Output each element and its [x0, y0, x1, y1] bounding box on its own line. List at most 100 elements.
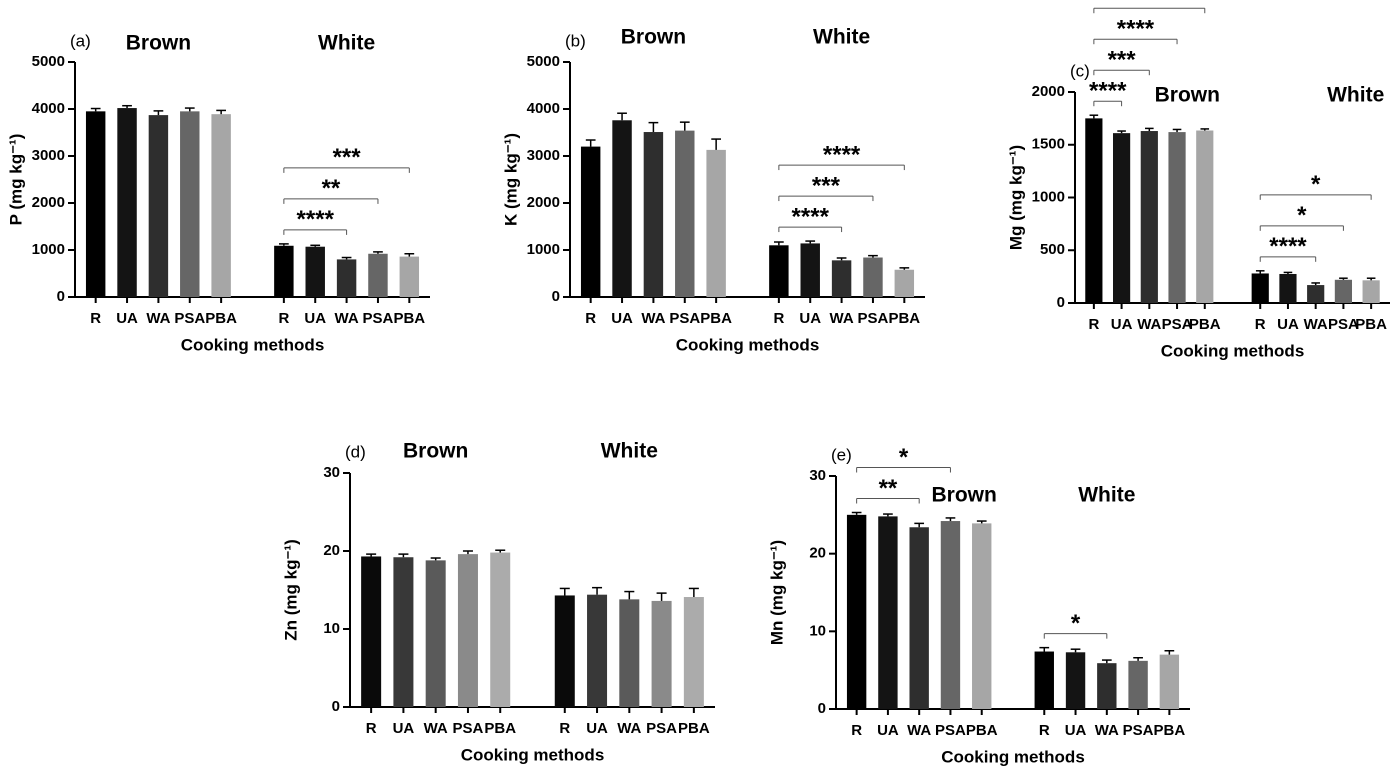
sig-label: **** [1269, 233, 1307, 260]
x-tick-label: WA [1304, 316, 1328, 333]
x-tick-label: PSA [1162, 316, 1193, 333]
bar [148, 115, 169, 297]
y-tick-label: 4000 [32, 100, 65, 117]
bar [180, 111, 200, 297]
x-axis-label: Cooking methods [1161, 341, 1305, 360]
bar [831, 260, 852, 297]
x-tick-label: WA [146, 310, 170, 327]
y-tick-label: 10 [809, 622, 826, 639]
x-tick-label: PSA [646, 720, 677, 737]
x-tick-label: WA [1095, 722, 1119, 739]
bar [643, 132, 664, 297]
x-tick-label: WA [830, 310, 854, 327]
x-tick-label: PBA [1355, 316, 1387, 333]
sig-label: **** [792, 203, 830, 230]
y-axis-label: Mn (mg kg⁻¹) [767, 540, 786, 645]
sig-label: *** [1135, 0, 1164, 12]
x-tick-label: PBA [700, 310, 732, 327]
bar [1034, 651, 1054, 709]
bar [399, 256, 420, 297]
x-tick-label: UA [611, 310, 633, 327]
bar [1168, 132, 1186, 303]
bar [305, 246, 325, 297]
bar [1128, 660, 1148, 709]
bar [1065, 652, 1086, 709]
bar [972, 523, 992, 709]
bar [894, 269, 915, 297]
sig-label: *** [1108, 47, 1137, 74]
x-tick-label: R [773, 310, 784, 327]
bar [1085, 118, 1103, 303]
x-tick-label: PBA [1154, 722, 1186, 739]
sig-label: **** [1089, 78, 1127, 105]
bar [1196, 130, 1214, 303]
bar [490, 552, 511, 707]
panel-label: (a) [70, 31, 91, 50]
x-tick-label: PSA [363, 310, 394, 327]
y-tick-label: 1500 [1032, 136, 1065, 153]
x-tick-label: PSA [669, 310, 700, 327]
x-tick-label: PSA [453, 720, 484, 737]
x-tick-label: PBA [1189, 316, 1221, 333]
group-label: White [318, 32, 375, 55]
bar [1251, 273, 1269, 303]
x-tick-label: UA [304, 310, 326, 327]
y-tick-label: 1000 [32, 241, 65, 258]
sig-label: **** [1117, 16, 1155, 43]
sig-label: *** [812, 172, 841, 199]
x-tick-label: PBA [966, 722, 998, 739]
x-tick-label: UA [1111, 316, 1133, 333]
panel-label: (b) [565, 31, 586, 50]
bar [393, 557, 414, 707]
x-axis-label: Cooking methods [941, 747, 1085, 766]
x-tick-label: PBA [393, 310, 425, 327]
group-label: Brown [1155, 84, 1220, 107]
bar [769, 245, 789, 297]
y-tick-label: 0 [332, 698, 340, 715]
y-tick-label: 0 [818, 700, 826, 717]
group-label: Brown [403, 440, 468, 463]
bar [1362, 280, 1380, 303]
x-axis-label: Cooking methods [181, 335, 325, 354]
bar [117, 108, 137, 297]
group-label: White [813, 26, 870, 49]
x-tick-label: R [585, 310, 596, 327]
x-tick-label: PBA [888, 310, 920, 327]
bar [683, 597, 704, 707]
y-tick-label: 2000 [32, 194, 65, 211]
bar [612, 120, 632, 297]
sig-label: **** [297, 206, 335, 233]
bar [675, 130, 695, 297]
x-tick-label: PBA [484, 720, 516, 737]
group-label: White [1078, 484, 1135, 507]
bar [85, 111, 106, 297]
x-tick-label: R [278, 310, 289, 327]
sig-label: * [1297, 202, 1307, 229]
x-tick-label: UA [393, 720, 415, 737]
bar [800, 243, 820, 297]
group-label: Brown [126, 32, 191, 55]
bar [425, 560, 446, 707]
x-axis-label: Cooking methods [676, 335, 820, 354]
group-label: White [601, 440, 658, 463]
x-tick-label: WA [1137, 316, 1161, 333]
bar [211, 114, 231, 297]
x-tick-label: PBA [205, 310, 237, 327]
group-label: Brown [621, 26, 686, 49]
bar [1097, 663, 1117, 709]
y-tick-label: 3000 [32, 147, 65, 164]
y-tick-label: 30 [809, 467, 826, 484]
x-tick-label: R [90, 310, 101, 327]
y-tick-label: 500 [1040, 241, 1065, 258]
x-tick-label: R [366, 720, 377, 737]
x-tick-label: WA [641, 310, 665, 327]
x-axis-label: Cooking methods [461, 745, 605, 764]
y-tick-label: 2000 [527, 194, 560, 211]
y-tick-label: 2000 [1032, 83, 1065, 100]
y-tick-label: 1000 [527, 241, 560, 258]
x-tick-label: R [1255, 316, 1266, 333]
group-label: Brown [932, 484, 997, 507]
y-tick-label: 1000 [1032, 188, 1065, 205]
x-tick-label: PSA [935, 722, 966, 739]
